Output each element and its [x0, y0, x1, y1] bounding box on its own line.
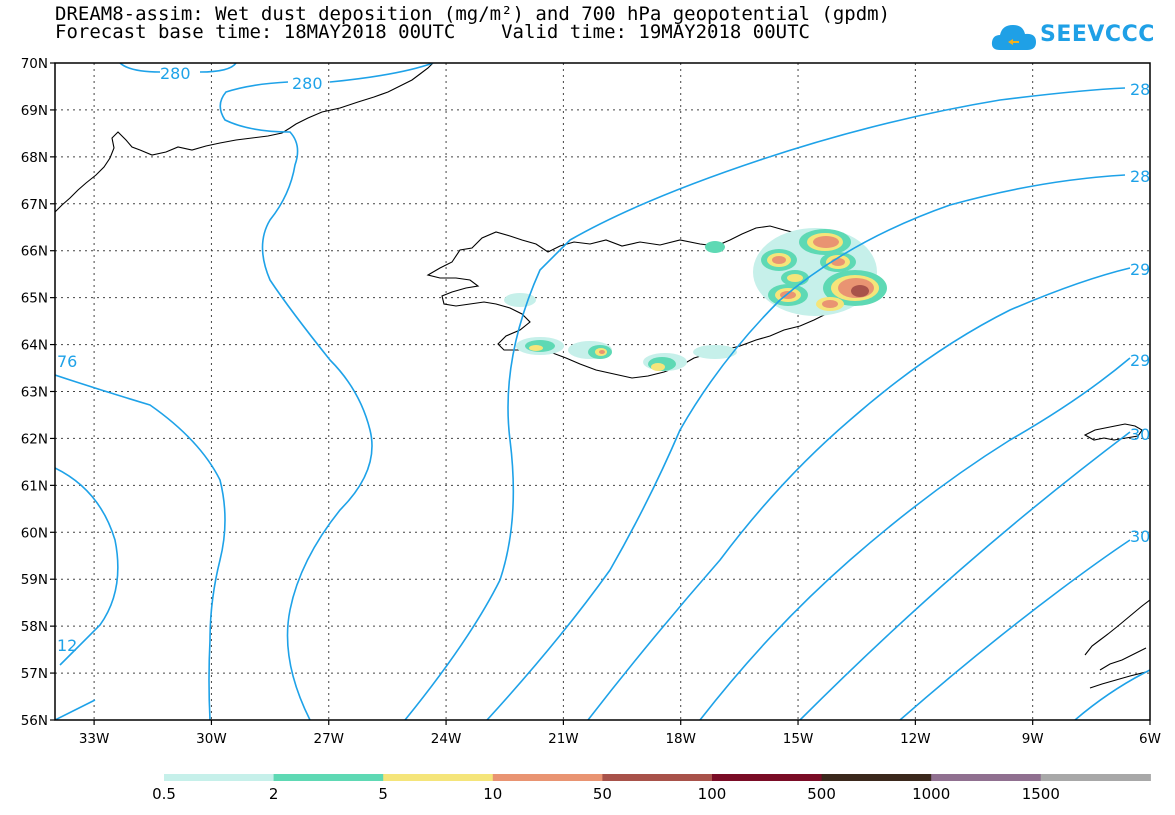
lon-tick-label: 27W	[313, 731, 344, 747]
contour-c1	[404, 87, 1126, 720]
lon-tick-label: 9W	[1022, 731, 1044, 747]
contour-west-a	[55, 374, 226, 720]
legend-label: 5	[378, 785, 388, 803]
contour-c7	[1074, 669, 1150, 720]
lat-tick-label: 65N	[21, 291, 48, 307]
lat-tick-label: 59N	[21, 572, 48, 588]
legend-label: 10	[483, 785, 502, 803]
legend-label: 50	[593, 785, 612, 803]
geopotential-contours	[55, 63, 1150, 720]
legend-color-segment	[164, 774, 275, 781]
lon-tick-label: 15W	[783, 731, 814, 747]
legend-label: 100	[698, 785, 727, 803]
legend-label: 1500	[1022, 785, 1060, 803]
greenland-coast	[55, 63, 434, 213]
contour-labels: 280 280 28 28 29 29 30 30 76 12	[57, 64, 1150, 655]
longitude-labels: 33W 30W 27W 24W 21W 18W 15W 12W 9W 6W	[79, 731, 1161, 747]
lat-tick-label: 58N	[21, 619, 48, 635]
legend-color-segment	[1040, 774, 1151, 781]
lon-tick-label: 6W	[1139, 731, 1161, 747]
lon-tick-label: 18W	[665, 731, 696, 747]
legend-color-segment	[931, 774, 1042, 781]
cloud-icon	[991, 25, 1036, 50]
lat-tick-label: 66N	[21, 244, 48, 260]
lat-tick-label: 69N	[21, 103, 48, 119]
lat-tick-label: 57N	[21, 666, 48, 682]
lon-tick-label: 12W	[900, 731, 931, 747]
contour-label: 29	[1130, 351, 1150, 370]
contour-label: 28	[1130, 167, 1150, 186]
scotland-coast	[1084, 599, 1150, 689]
legend-color-segment	[712, 774, 823, 781]
lat-tick-label: 63N	[21, 385, 48, 401]
contour-label: 12	[57, 636, 77, 655]
lat-tick-label: 64N	[21, 338, 48, 354]
legend-color-segment	[602, 774, 713, 781]
faroe-islands-coast	[1083, 423, 1143, 441]
lon-tick-label: 21W	[548, 731, 579, 747]
contour-c6	[899, 539, 1131, 720]
map-subtitle-times: Forecast base time: 18MAY2018 00UTC Vali…	[55, 21, 810, 43]
dust-deposition-field	[504, 228, 887, 371]
lat-tick-label: 62N	[21, 431, 48, 447]
lat-tick-label: 60N	[21, 525, 48, 541]
iceland-coast	[426, 225, 873, 379]
contour-280-top	[119, 63, 237, 73]
contour-label: 76	[57, 352, 77, 371]
contour-c3	[587, 267, 1131, 720]
logo-text: SEEVCCC	[1040, 22, 1155, 47]
map-title: DREAM8-assim: Wet dust deposition (mg/m²…	[55, 3, 891, 25]
legend-color-segment	[492, 774, 603, 781]
contour-label: 280	[292, 74, 323, 93]
legend-color-segment	[383, 774, 494, 781]
lat-tick-label: 68N	[21, 150, 48, 166]
lon-tick-label: 30W	[196, 731, 227, 747]
lon-tick-label: 24W	[431, 731, 462, 747]
lon-tick-label: 33W	[79, 731, 110, 747]
lat-tick-label: 61N	[21, 478, 48, 494]
contour-280-loop	[219, 63, 434, 720]
contour-c2	[486, 174, 1126, 720]
color-legend: 0.5 2 5 10 50 100 500 1000 1500	[152, 774, 1151, 803]
legend-label: 500	[807, 785, 836, 803]
axis-ticks	[50, 62, 1151, 725]
legend-label: 1000	[912, 785, 950, 803]
contour-c4	[699, 357, 1131, 720]
contour-label: 280	[160, 64, 191, 83]
legend-label: 2	[269, 785, 279, 803]
lat-tick-label: 70N	[21, 56, 48, 72]
coastlines	[55, 63, 1150, 689]
legend-color-segment	[273, 774, 384, 781]
seevccc-logo: SEEVCCC	[990, 18, 1170, 58]
legend-label: 0.5	[152, 785, 176, 803]
contour-label: 30	[1130, 527, 1150, 546]
latitude-labels: 70N 69N 68N 67N 66N 65N 64N 63N 62N 61N 60N 59N 58N 5…	[21, 56, 48, 729]
contour-label: 30	[1130, 425, 1150, 444]
contour-c5	[799, 431, 1131, 720]
contour-label: 28	[1130, 80, 1150, 99]
lat-tick-label: 67N	[21, 197, 48, 213]
contour-west-b	[55, 467, 119, 720]
legend-color-segment	[821, 774, 932, 781]
lat-tick-label: 56N	[21, 713, 48, 729]
graticule	[55, 63, 1150, 720]
contour-label: 29	[1130, 260, 1150, 279]
